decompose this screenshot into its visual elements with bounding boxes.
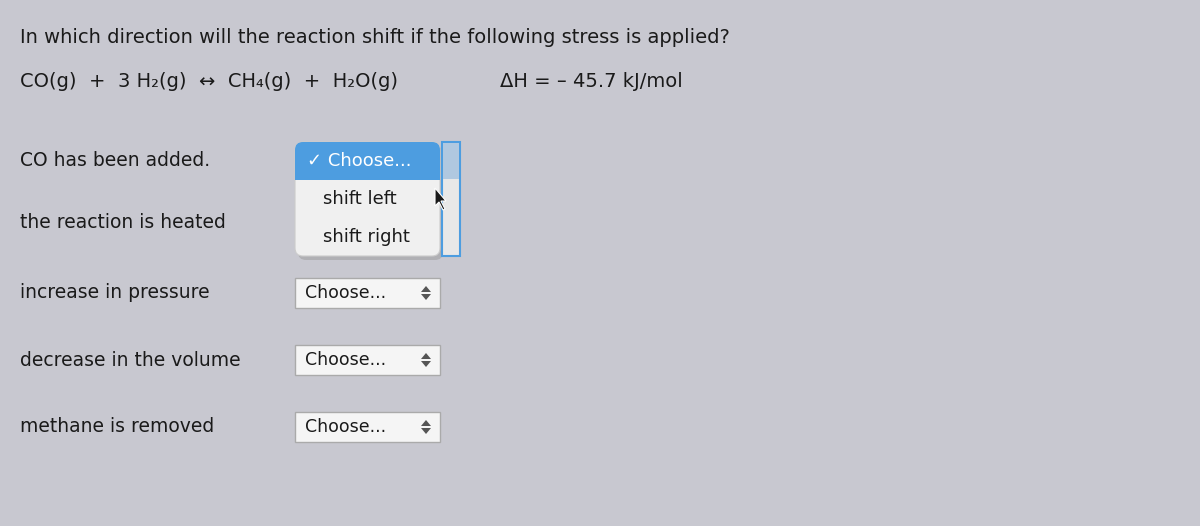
Text: shift right: shift right <box>323 228 410 246</box>
Text: increase in pressure: increase in pressure <box>20 284 210 302</box>
FancyBboxPatch shape <box>295 142 440 180</box>
Text: ΔH = – 45.7 kJ/mol: ΔH = – 45.7 kJ/mol <box>500 72 683 91</box>
Polygon shape <box>421 361 431 367</box>
Polygon shape <box>421 286 431 292</box>
Text: the reaction is heated: the reaction is heated <box>20 213 226 231</box>
Text: CO(g)  +  3 H₂(g)  ↔  CH₄(g)  +  H₂O(g): CO(g) + 3 H₂(g) ↔ CH₄(g) + H₂O(g) <box>20 72 398 91</box>
Polygon shape <box>436 188 446 210</box>
FancyBboxPatch shape <box>295 142 440 256</box>
FancyBboxPatch shape <box>442 142 460 256</box>
FancyBboxPatch shape <box>298 146 443 260</box>
Text: shift left: shift left <box>323 190 397 208</box>
FancyBboxPatch shape <box>295 412 440 442</box>
Polygon shape <box>421 294 431 300</box>
Polygon shape <box>421 428 431 434</box>
FancyBboxPatch shape <box>443 143 458 179</box>
Polygon shape <box>421 420 431 426</box>
FancyBboxPatch shape <box>295 278 440 308</box>
Text: CO has been added.: CO has been added. <box>20 150 210 169</box>
FancyBboxPatch shape <box>295 345 440 375</box>
Polygon shape <box>421 353 431 359</box>
Text: ✓ Choose...: ✓ Choose... <box>307 152 412 170</box>
Text: Choose...: Choose... <box>305 284 386 302</box>
Text: Choose...: Choose... <box>305 351 386 369</box>
Text: In which direction will the reaction shift if the following stress is applied?: In which direction will the reaction shi… <box>20 28 730 47</box>
Text: decrease in the volume: decrease in the volume <box>20 350 241 369</box>
Text: Choose...: Choose... <box>305 418 386 436</box>
FancyBboxPatch shape <box>295 161 440 180</box>
Text: methane is removed: methane is removed <box>20 418 215 437</box>
